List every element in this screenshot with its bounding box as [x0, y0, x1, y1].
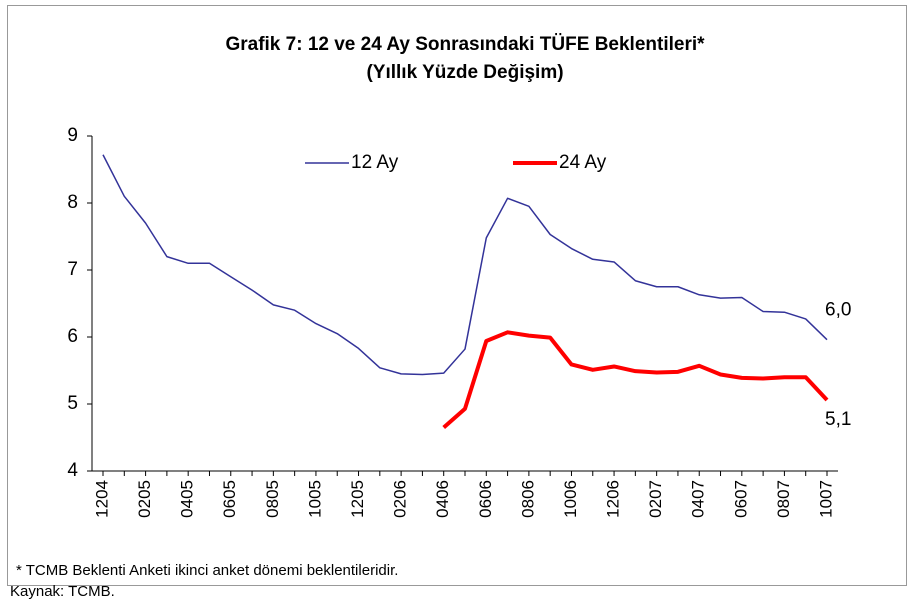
x-tick-label: 0807	[774, 480, 793, 518]
series-line	[442, 330, 829, 429]
y-tick-label: 9	[67, 125, 78, 146]
x-tick-label: 0406	[433, 480, 452, 518]
legend-label: 24 Ay	[559, 152, 607, 173]
y-tick-label: 6	[67, 326, 78, 347]
x-tick-label: 1205	[348, 480, 367, 518]
x-tick-label: 0805	[263, 480, 282, 518]
y-tick-label: 4	[67, 460, 78, 481]
data-label: 6,0	[825, 300, 851, 321]
footnote: * TCMB Beklenti Anketi ikinci anket döne…	[16, 562, 398, 579]
legend-label: 12 Ay	[351, 152, 399, 173]
x-tick-label: 1206	[604, 480, 623, 518]
x-tick-label: 0606	[476, 480, 495, 518]
x-tick-label: 0605	[220, 480, 239, 518]
x-tick-label: 0806	[518, 480, 537, 518]
chart-title: Grafik 7: 12 ve 24 Ay Sonrasındaki TÜFE …	[225, 34, 705, 55]
x-tick-label: 1006	[561, 480, 580, 518]
x-tick-label: 1007	[816, 480, 835, 518]
y-tick-label: 8	[67, 192, 78, 213]
x-tick-label: 0607	[731, 480, 750, 518]
x-tick-label: 0205	[135, 480, 154, 518]
y-tick-label: 5	[67, 393, 78, 414]
x-tick-label: 0405	[178, 480, 197, 518]
x-tick-label: 0206	[391, 480, 410, 518]
footnote: Kaynak: TCMB.	[10, 583, 115, 600]
x-tick-label: 1204	[92, 480, 111, 518]
x-tick-label: 0407	[689, 480, 708, 518]
data-label: 5,1	[825, 409, 851, 430]
y-tick-label: 7	[67, 259, 78, 280]
x-tick-label: 1005	[305, 480, 324, 518]
x-tick-label: 0207	[646, 480, 665, 518]
chart-subtitle: (Yıllık Yüzde Değişim)	[366, 62, 563, 83]
series-line	[102, 154, 828, 376]
